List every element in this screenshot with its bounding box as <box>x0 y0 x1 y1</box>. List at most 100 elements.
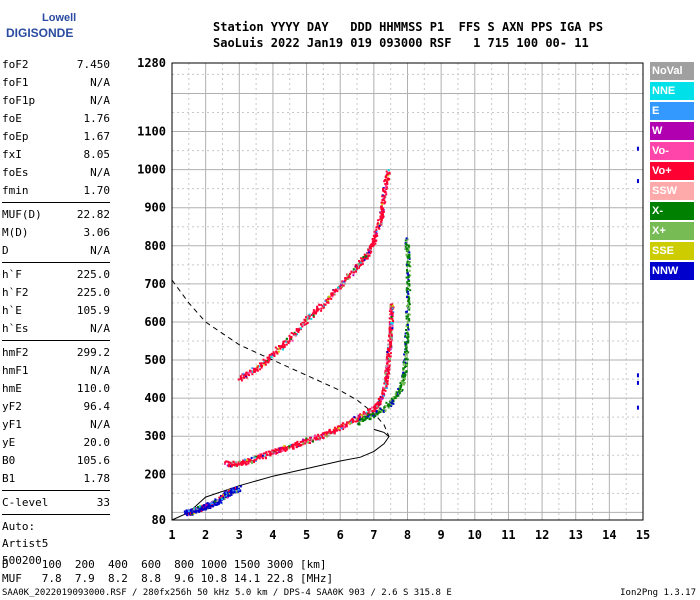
echo-point <box>305 440 308 443</box>
echo-point <box>382 215 385 218</box>
echo-point <box>320 307 323 310</box>
echo-point <box>402 367 405 370</box>
echo-point <box>344 282 346 285</box>
echo-point <box>408 317 411 320</box>
echo-point <box>246 459 249 461</box>
echo-point <box>327 434 330 437</box>
echo-point <box>366 252 369 255</box>
echo-point <box>325 435 328 438</box>
echo-point <box>407 326 409 329</box>
echo-point <box>371 245 374 248</box>
echo-point <box>294 444 297 447</box>
echo-point <box>391 324 394 327</box>
echo-point <box>328 432 331 435</box>
echo-point <box>184 512 187 515</box>
echo-point <box>285 340 288 343</box>
echo-point <box>273 452 276 455</box>
echo-point <box>357 422 360 425</box>
echo-point <box>372 414 375 417</box>
y-tick-label: 400 <box>144 391 166 405</box>
echo-point <box>408 280 411 282</box>
echo-point <box>325 301 328 304</box>
param-divider <box>2 262 110 263</box>
echo-point <box>342 284 345 287</box>
echo-point <box>312 314 315 317</box>
echo-point <box>387 406 390 409</box>
echo-point <box>303 323 306 326</box>
echo-point <box>387 405 390 408</box>
echo-point <box>384 383 387 386</box>
echo-point <box>379 215 382 218</box>
auto-scaling-line: Artist5 <box>2 537 49 550</box>
side-echo-point <box>636 405 639 410</box>
echo-point <box>300 444 303 447</box>
param-value: N/A <box>90 418 110 431</box>
echo-point <box>384 405 387 408</box>
echo-point <box>336 290 339 293</box>
echo-point <box>372 243 375 246</box>
echo-point <box>280 447 283 450</box>
echo-point <box>389 308 392 311</box>
echo-point <box>264 359 267 362</box>
echo-point <box>407 295 410 298</box>
echo-point <box>315 438 317 441</box>
echo-point <box>316 307 319 310</box>
param-row: hmE 110.0 <box>2 380 110 398</box>
echo-point <box>288 445 291 448</box>
echo-point <box>403 359 406 362</box>
echo-point <box>352 269 355 272</box>
echo-point <box>369 408 372 410</box>
echo-point <box>380 208 383 211</box>
echo-point <box>224 490 227 493</box>
echo-point <box>386 372 389 375</box>
echo-point <box>249 459 252 462</box>
param-row: M(D) 3.06 <box>2 224 110 242</box>
echo-point <box>219 495 222 497</box>
echo-point <box>408 306 411 309</box>
echo-point <box>195 511 198 514</box>
param-value: 225.0 <box>76 286 110 299</box>
echo-point <box>376 403 379 405</box>
echo-point <box>193 512 196 515</box>
echo-point <box>390 347 392 350</box>
echo-point <box>359 418 361 421</box>
echo-point <box>267 361 270 364</box>
echo-point <box>391 304 394 307</box>
echo-point <box>242 461 245 463</box>
echo-point <box>406 315 409 318</box>
echo-point <box>385 377 387 380</box>
echo-point <box>408 300 411 303</box>
echo-point <box>373 405 376 408</box>
echo-point <box>332 293 335 296</box>
echo-point <box>352 274 355 277</box>
echo-point <box>306 322 309 324</box>
echo-point <box>382 409 385 412</box>
echo-point <box>224 495 227 498</box>
echo-point <box>368 254 371 257</box>
echo-point <box>307 316 310 319</box>
echo-point <box>280 346 283 348</box>
echo-point <box>230 463 233 466</box>
echo-point <box>387 354 390 357</box>
echo-point <box>380 220 383 223</box>
echo-point <box>321 435 324 438</box>
echo-point <box>362 410 365 413</box>
echo-point <box>279 447 282 449</box>
echo-point <box>354 420 357 423</box>
echo-point <box>386 359 389 362</box>
echo-point <box>387 370 390 372</box>
echo-point <box>188 511 191 514</box>
echo-point <box>382 392 385 395</box>
echo-point <box>386 178 389 181</box>
echo-point <box>366 417 369 420</box>
echo-point <box>387 169 390 172</box>
param-row: fmin 1.70 <box>2 182 110 200</box>
echo-point <box>283 345 286 348</box>
param-name: B1 <box>2 472 16 485</box>
echo-point <box>406 336 408 339</box>
echo-point <box>238 460 241 463</box>
echo-point <box>404 334 407 337</box>
echo-point <box>334 290 337 293</box>
echo-point <box>362 412 365 415</box>
echo-point <box>327 301 329 304</box>
